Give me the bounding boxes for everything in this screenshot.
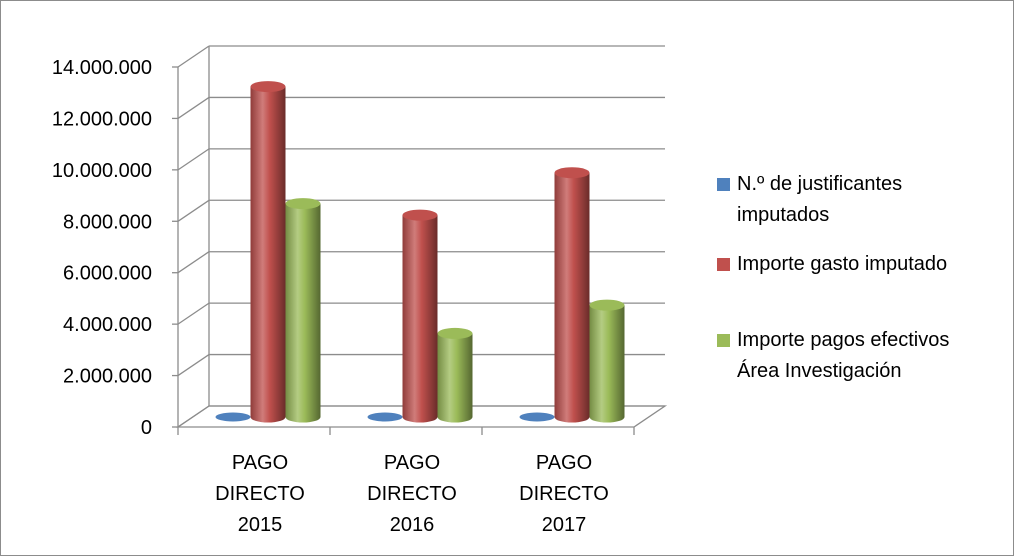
y-axis-tick-label: 0 bbox=[141, 417, 152, 439]
x-axis-tick-label: 2016 bbox=[390, 514, 435, 536]
y-axis-tick-label: 12.000.000 bbox=[52, 108, 152, 130]
gridline-side bbox=[177, 199, 210, 222]
legend-swatch bbox=[717, 334, 730, 347]
bar-1-2 bbox=[554, 167, 590, 423]
legend: N.º de justificantes imputados Importe gas… bbox=[717, 173, 949, 382]
gridline-side bbox=[177, 148, 210, 171]
legend-label: N.º de justificantes bbox=[737, 173, 902, 195]
bar-top bbox=[437, 327, 473, 339]
legend-swatch bbox=[717, 258, 730, 271]
bar-body bbox=[437, 333, 473, 423]
axes bbox=[172, 46, 635, 435]
bar-0-0 bbox=[215, 412, 251, 422]
bar-top bbox=[589, 299, 625, 311]
bar-body bbox=[285, 203, 321, 423]
bars bbox=[215, 81, 625, 423]
bar-top bbox=[402, 209, 438, 221]
gridline-side bbox=[177, 354, 210, 377]
y-axis-tick-label: 14.000.000 bbox=[52, 57, 152, 79]
bar-2-0 bbox=[285, 198, 321, 423]
x-axis-tick-label: DIRECTO bbox=[519, 483, 609, 505]
legend-label: Importe gasto imputado bbox=[737, 253, 947, 275]
y-axis-tick-label: 4.000.000 bbox=[63, 314, 152, 336]
gridline-side bbox=[177, 251, 210, 274]
bar-2-1 bbox=[437, 327, 473, 423]
bar-top bbox=[250, 81, 286, 93]
legend-item-1: Importe gasto imputado bbox=[717, 253, 947, 275]
x-axis-tick-label: PAGO bbox=[232, 452, 288, 474]
bar-1-0 bbox=[250, 81, 286, 423]
x-axis-tick-label: PAGO bbox=[384, 452, 440, 474]
bar-body bbox=[250, 86, 286, 423]
legend-label: imputados bbox=[737, 204, 829, 226]
x-axis-tick-label: 2017 bbox=[542, 514, 587, 536]
gridline-side bbox=[177, 45, 210, 68]
legend-item-0: N.º de justificantes imputados bbox=[717, 173, 902, 226]
bar-top bbox=[285, 198, 321, 210]
legend-item-2: Importe pagos efectivos Área Investigació… bbox=[717, 329, 949, 382]
y-axis-tick-label: 6.000.000 bbox=[63, 263, 152, 285]
legend-label: Importe pagos efectivos bbox=[737, 329, 949, 351]
y-axis-tick-labels: 0 2.000.000 4.000.000 6.000.000 8.000.000 10.… bbox=[52, 57, 152, 439]
gridline-side bbox=[177, 96, 210, 119]
bar-base bbox=[215, 412, 251, 422]
legend-label: Área Investigación bbox=[737, 359, 902, 382]
bar-body bbox=[589, 305, 625, 423]
y-axis-tick-label: 8.000.000 bbox=[63, 211, 152, 233]
legend-swatch bbox=[717, 178, 730, 191]
bar-body bbox=[554, 172, 590, 423]
x-axis-tick-label: DIRECTO bbox=[215, 483, 305, 505]
x-axis-tick-label: 2015 bbox=[238, 514, 283, 536]
bar-base bbox=[367, 412, 403, 422]
y-axis-tick-label: 10.000.000 bbox=[52, 160, 152, 182]
bar-2-2 bbox=[589, 299, 625, 423]
bar-body bbox=[402, 215, 438, 423]
x-axis-tick-label: DIRECTO bbox=[367, 483, 457, 505]
x-axis-tick-labels: PAGO DIRECTO 2015 PAGO DIRECTO 2016 PAGO DIRECT… bbox=[215, 452, 609, 536]
bar-base bbox=[519, 412, 555, 422]
gridline-side bbox=[177, 405, 210, 428]
y-axis-tick-label: 2.000.000 bbox=[63, 366, 152, 388]
bar-0-2 bbox=[519, 412, 555, 422]
bar-top bbox=[554, 167, 590, 179]
bar-1-1 bbox=[402, 209, 438, 423]
x-axis-tick-label: PAGO bbox=[536, 452, 592, 474]
gridline-side bbox=[177, 302, 210, 325]
bar-0-1 bbox=[367, 412, 403, 422]
